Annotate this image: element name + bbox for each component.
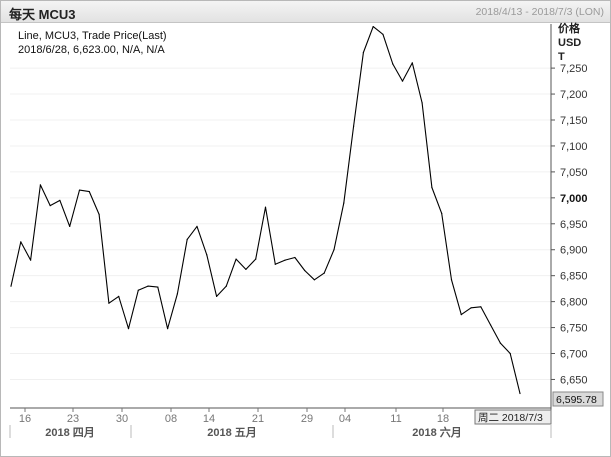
data-point: [441, 212, 443, 214]
data-point: [235, 258, 237, 260]
data-point: [196, 225, 198, 227]
data-point: [323, 272, 325, 274]
y-tick-label: 7,250: [560, 63, 588, 75]
data-point: [343, 202, 345, 204]
info-line-1: Line, MCU3, Trade Price(Last): [18, 30, 167, 42]
y-tick-label: 7,200: [560, 89, 588, 101]
unit-label-1: 价格: [558, 21, 581, 35]
y-tick-label: 6,750: [560, 323, 588, 335]
data-point: [98, 213, 100, 215]
x-tick-label: 08: [165, 413, 177, 425]
month-label: 2018 六月: [412, 425, 462, 439]
series-line-mcu3: [10, 26, 521, 394]
y-tick-label: 6,800: [560, 297, 588, 309]
x-axis: 16 23 30 08 14 21 29 04 11 18 2018 四月 2018 五月 2018 六…: [9, 407, 552, 439]
y-tick-label: 7,000: [560, 193, 588, 205]
data-point: [20, 241, 22, 243]
data-point: [147, 285, 149, 287]
cursor-date-text: 周二 2018/7/3: [478, 412, 543, 424]
month-label: 2018 五月: [207, 426, 257, 439]
x-tick-label: 23: [67, 413, 79, 425]
unit-label-2: USD: [558, 37, 581, 49]
data-point: [88, 191, 90, 193]
data-point: [450, 279, 453, 281]
data-point: [157, 286, 159, 288]
y-tick-label: 6,850: [560, 271, 588, 283]
data-point: [509, 352, 511, 355]
data-point: [176, 293, 178, 295]
data-point: [127, 328, 130, 330]
data-point: [137, 289, 139, 291]
x-tick-label: 21: [252, 413, 264, 425]
data-point: [39, 184, 42, 186]
data-point: [167, 328, 169, 330]
data-point: [274, 263, 276, 265]
last-value-text: 6,595.78: [556, 394, 597, 406]
x-tick-label: 14: [203, 413, 215, 425]
price-line: [10, 26, 521, 395]
x-tick-label: 29: [301, 413, 313, 425]
data-point: [353, 125, 355, 127]
unit-label-3: T: [558, 51, 565, 63]
chart-title: 每天 MCU3: [9, 7, 76, 22]
data-point: [382, 33, 384, 36]
data-point: [294, 256, 296, 259]
date-range: 2018/4/13 - 2018/7/3 (LON): [475, 6, 604, 18]
data-point: [255, 258, 257, 260]
month-label: 2018 四月: [45, 426, 95, 439]
y-tick-label: 6,700: [560, 349, 588, 361]
data-point: [490, 324, 492, 326]
x-tick-label: 11: [390, 413, 401, 425]
y-tick-label: 7,100: [560, 141, 588, 153]
y-tick-label: 6,650: [560, 374, 588, 386]
y-tick-label: 7,150: [560, 115, 588, 127]
data-point: [59, 199, 61, 201]
data-point: [313, 279, 315, 281]
data-point: [480, 306, 482, 308]
x-tick-label: 30: [116, 413, 128, 425]
data-point: [401, 80, 404, 82]
data-point: [206, 254, 208, 256]
data-point: [431, 186, 433, 189]
data-point: [245, 268, 247, 270]
info-line-2: 2018/6/28, 6,623.00, N/A, N/A: [18, 44, 165, 56]
title-bar: 每天 MCU3 2018/4/13 - 2018/7/3 (LON): [1, 1, 610, 23]
cursor-date-box: 周二 2018/7/3: [474, 409, 552, 425]
y-axis: 7,250 7,200 7,150 7,100 7,050 7,000 6,950 6,900…: [550, 24, 588, 410]
data-point: [108, 302, 110, 304]
data-point: [411, 62, 413, 64]
x-tick-label: 16: [19, 413, 31, 425]
last-value-box: 6,595.78: [552, 391, 604, 407]
data-point: [460, 314, 462, 316]
data-point: [421, 102, 423, 104]
data-point: [284, 259, 286, 261]
data-point: [30, 259, 32, 261]
data-point: [519, 392, 521, 395]
data-point: [304, 269, 306, 272]
data-point: [10, 285, 12, 287]
y-tick-label: 6,900: [560, 245, 588, 257]
y-tick-label: 6,950: [560, 219, 588, 231]
data-point: [264, 206, 267, 208]
x-tick-label: 18: [437, 413, 449, 425]
data-point: [78, 189, 81, 191]
data-point: [499, 342, 501, 344]
y-tick-label: 7,050: [560, 167, 588, 179]
gridlines: [10, 67, 551, 380]
data-point: [118, 295, 120, 297]
data-point: [225, 285, 227, 287]
data-point: [362, 51, 364, 54]
data-point: [333, 249, 335, 251]
data-point: [49, 205, 51, 207]
data-point: [216, 295, 218, 297]
x-tick-label: 04: [339, 413, 351, 425]
data-point: [392, 63, 394, 65]
data-point: [372, 26, 374, 28]
data-point: [186, 238, 188, 240]
data-point: [470, 307, 472, 309]
data-point: [69, 225, 71, 227]
